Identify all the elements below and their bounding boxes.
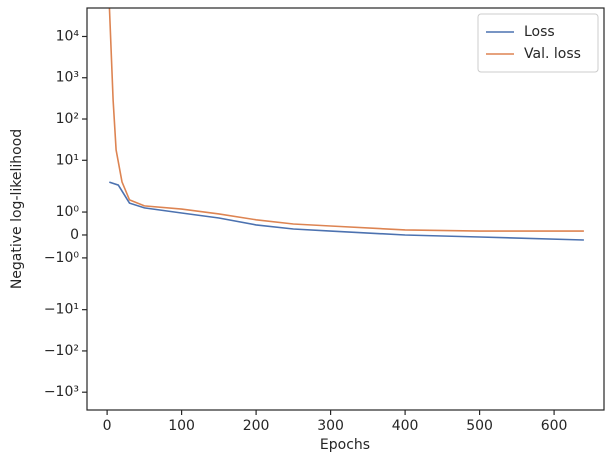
x-tick-label: 100 [168,418,195,434]
y-tick-label: 10² [56,111,79,127]
x-tick-label: 200 [243,418,270,434]
axes-frame [86,7,605,411]
x-tick-label: 300 [317,418,344,434]
y-tick-label: 10⁴ [56,28,80,44]
line-series [108,8,584,232]
y-tick-label: 0 [70,227,79,243]
x-tick-label: 600 [541,418,568,434]
y-tick-label: 10³ [56,70,79,86]
y-tick-label: −10³ [44,384,79,400]
y-tick-label: 10¹ [56,152,79,168]
y-axis-label: Negative log-likelihood [9,129,25,289]
x-tick-label: 0 [103,418,112,434]
y-tick-label: 10⁰ [56,204,80,220]
legend-box [477,13,599,73]
x-tick-label: 500 [466,418,493,434]
legend-label: Val. loss [524,46,581,62]
line-series [109,181,584,241]
y-tick-label: −10² [44,343,79,359]
legend-label: Loss [524,24,555,40]
x-tick-label: 400 [392,418,419,434]
x-axis-label: Epochs [320,437,370,453]
y-tick-label: −10¹ [44,302,79,318]
y-tick-label: −10⁰ [44,250,80,266]
